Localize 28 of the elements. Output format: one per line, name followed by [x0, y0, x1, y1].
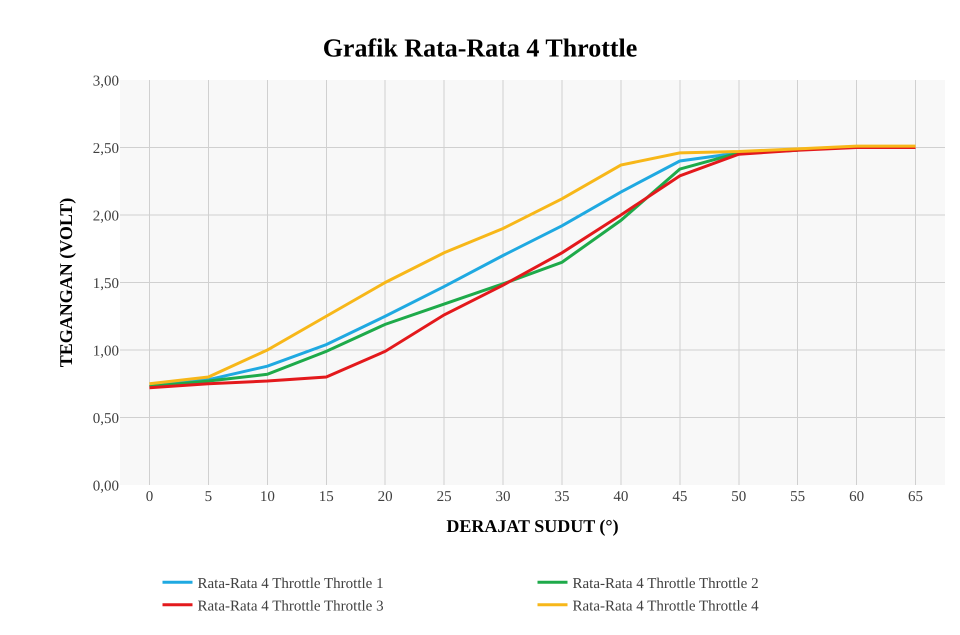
- x-tick-label: 0: [146, 489, 154, 505]
- legend-label: Rata-Rata 4 Throttle Throttle 3: [198, 598, 384, 615]
- y-axis-title: TEGANGAN (VOLT): [56, 198, 76, 368]
- legend-label: Rata-Rata 4 Throttle Throttle 2: [572, 576, 759, 592]
- y-tick-label: 0,50: [92, 410, 119, 427]
- legend-label: Rata-Rata 4 Throttle Throttle 1: [198, 576, 384, 592]
- x-tick-label: 45: [672, 489, 688, 505]
- y-tick-label: 2,50: [92, 140, 119, 157]
- x-tick-label: 35: [554, 489, 570, 505]
- y-tick-label: 1,50: [92, 276, 119, 292]
- x-tick-label: 60: [849, 489, 864, 505]
- x-tick-label: 50: [731, 489, 746, 505]
- x-tick-label: 40: [613, 489, 628, 505]
- x-tick-label: 20: [378, 489, 393, 505]
- x-axis-title: DERAJAT SUDUT (°): [446, 516, 619, 536]
- x-tick-label: 25: [436, 489, 452, 505]
- x-tick-label: 30: [496, 489, 511, 505]
- y-tick-label: 3,00: [92, 73, 119, 90]
- x-tick-label: 15: [318, 489, 334, 505]
- legend-label: Rata-Rata 4 Throttle Throttle 4: [572, 598, 760, 615]
- y-tick-label: 1,00: [92, 343, 119, 360]
- x-tick-label: 10: [260, 489, 275, 505]
- chart-title: Grafik Rata-Rata 4 Throttle: [322, 33, 638, 62]
- x-tick-label: 5: [204, 489, 212, 505]
- x-tick-label: 65: [908, 489, 924, 505]
- x-tick-label: 55: [790, 489, 806, 505]
- y-tick-label: 0,00: [92, 478, 119, 494]
- y-tick-label: 2,00: [92, 208, 119, 224]
